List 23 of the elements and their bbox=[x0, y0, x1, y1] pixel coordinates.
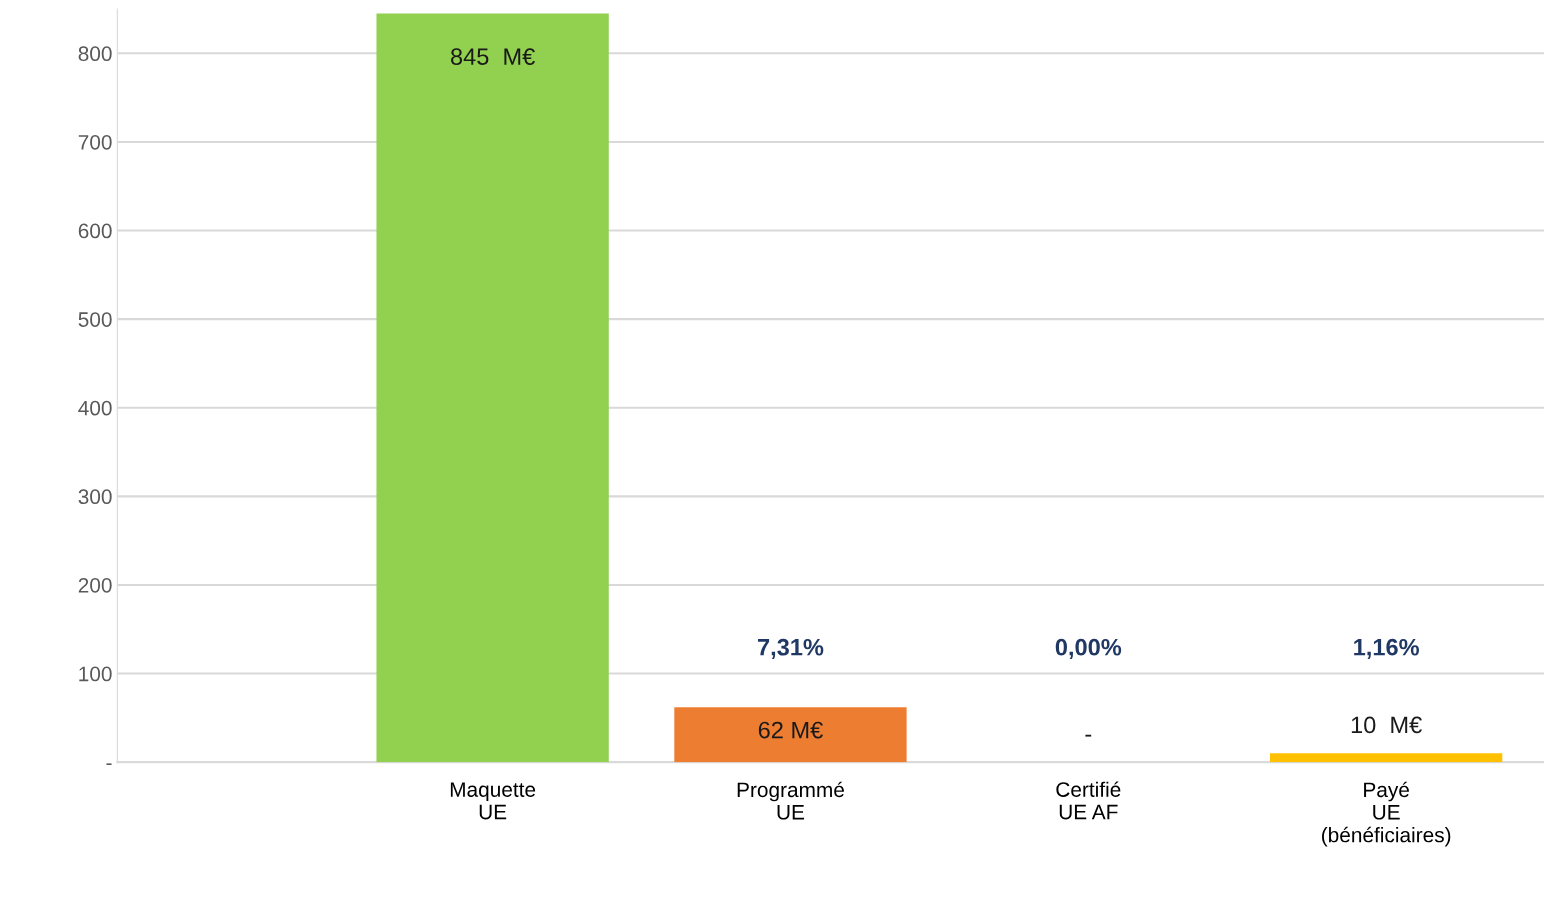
y-tick-label: 700 bbox=[78, 134, 112, 150]
data-label: 62 M€ bbox=[758, 721, 823, 739]
data-label: 10 M€ bbox=[1351, 716, 1422, 734]
bar bbox=[1269, 753, 1503, 763]
x-tick-label: Maquette UE bbox=[450, 782, 536, 820]
data-label: 845 M€ bbox=[451, 48, 535, 65]
y-tick-label: 600 bbox=[78, 223, 112, 239]
bar bbox=[376, 13, 609, 763]
y-tick-label: 500 bbox=[78, 312, 112, 327]
annotation: 1,16% bbox=[1354, 638, 1419, 659]
y-tick-label: - bbox=[106, 763, 112, 766]
y-tick-label: 200 bbox=[78, 577, 112, 593]
annotation: 7,31% bbox=[758, 638, 824, 659]
bar bbox=[674, 707, 907, 763]
x-tick-label: Certifié UE AF bbox=[1056, 781, 1121, 820]
y-tick-label: 100 bbox=[79, 666, 112, 682]
y-tick-label: 800 bbox=[78, 46, 112, 62]
data-label: - bbox=[1085, 734, 1092, 737]
y-tick-label: 400 bbox=[78, 400, 112, 416]
annotation: 0,00% bbox=[1055, 638, 1122, 659]
x-tick-label: Payé UE (bénéficiaires) bbox=[1322, 781, 1451, 847]
y-tick-label: 300 bbox=[78, 489, 112, 505]
x-tick-label: Programmé UE bbox=[737, 781, 844, 820]
